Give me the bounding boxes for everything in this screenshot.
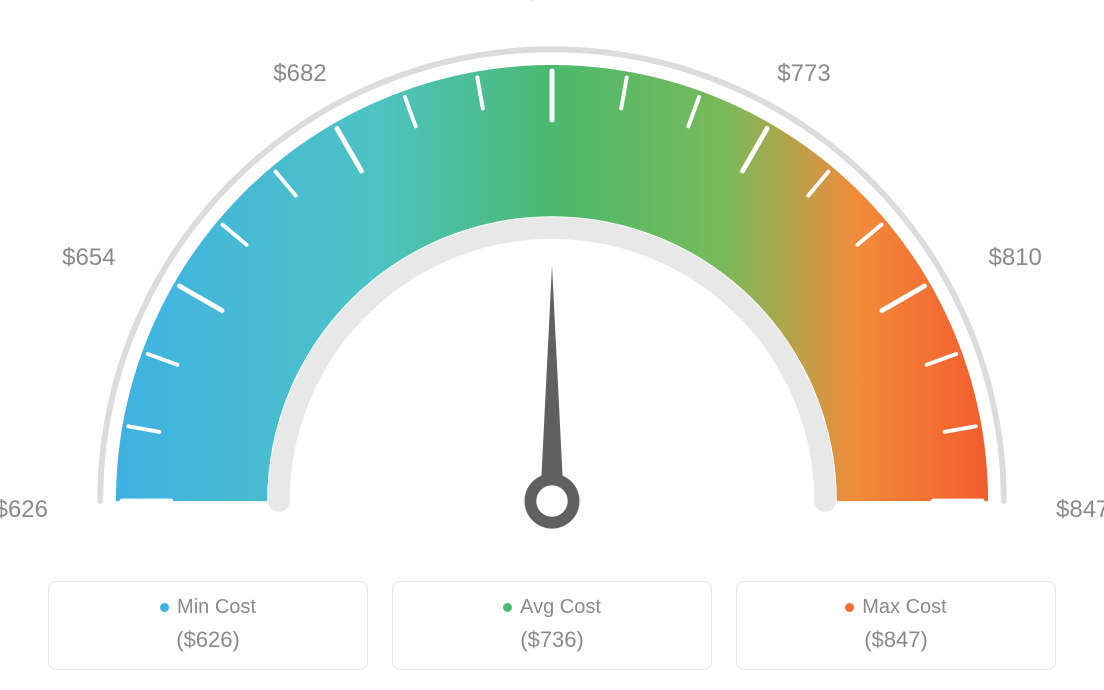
legend-label-min: Min Cost [177,596,256,619]
legend-dot-min [160,603,169,612]
legend-card-avg: Avg Cost ($736) [392,581,712,670]
legend-value-max: ($847) [737,627,1055,653]
legend-title-max: Max Cost [737,596,1055,619]
legend-dot-avg [503,603,512,612]
gauge-tick-label: $773 [777,60,830,88]
gauge-tick-label: $682 [273,60,326,88]
gauge-svg [52,10,1052,560]
gauge-chart: $626 $654 $682 $736 $773 $810 $847 [0,0,1104,560]
legend-card-max: Max Cost ($847) [736,581,1056,670]
gauge-tick-label: $736 [525,0,578,6]
legend-row: Min Cost ($626) Avg Cost ($736) Max Cost… [0,581,1104,670]
legend-label-max: Max Cost [862,596,946,619]
legend-title-min: Min Cost [49,596,367,619]
legend-title-avg: Avg Cost [393,596,711,619]
gauge-tick-label: $810 [988,244,1041,272]
legend-dot-max [845,603,854,612]
gauge-tick-label: $626 [0,496,48,524]
legend-card-min: Min Cost ($626) [48,581,368,670]
gauge-tick-label: $847 [1056,496,1104,524]
gauge-tick-label: $654 [62,244,115,272]
legend-label-avg: Avg Cost [520,596,601,619]
legend-value-avg: ($736) [393,627,711,653]
legend-value-min: ($626) [49,627,367,653]
